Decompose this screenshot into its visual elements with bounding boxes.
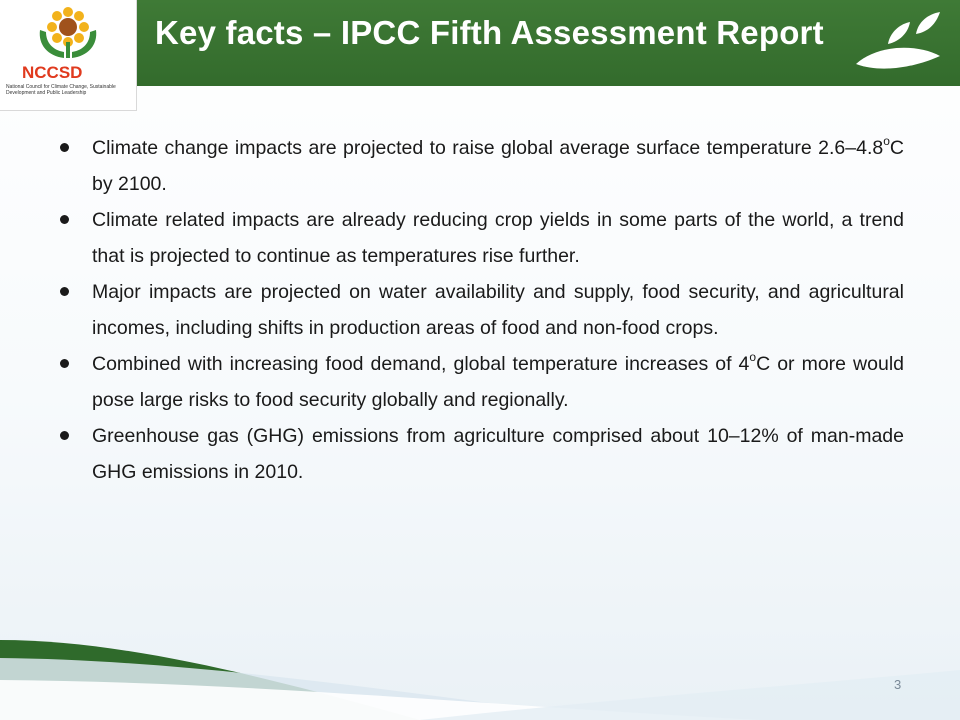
bullet-list: Climate change impacts are projected to … [56,130,904,490]
sunflower-hands-icon: NCCSD [22,7,97,82]
bullet-item: Climate change impacts are projected to … [56,130,904,202]
bottom-swoosh [0,640,960,720]
content-area: Climate change impacts are projected to … [56,130,904,490]
bullet-dot-icon [60,215,69,224]
bullet-dot-icon [60,431,69,440]
logo-text: NCCSD [22,63,82,82]
bullet-dot-icon [60,359,69,368]
bullet-item: Combined with increasing food demand, gl… [56,346,904,418]
page-number: 3 [894,677,902,692]
leaves-icon [856,12,940,69]
bullet-item: Climate related impacts are already redu… [56,202,904,274]
title-bar [0,0,960,86]
bullet-dot-icon [60,287,69,296]
bullet-dot-icon [60,143,69,152]
page-title: Key facts – IPCC Fifth Assessment Report [155,14,824,51]
logo-caption: National Council for Climate Change, Sus… [6,84,116,96]
logo: NCCSD National Council for Climate Chang… [0,0,137,111]
bullet-item: Greenhouse gas (GHG) emissions from agri… [56,418,904,490]
bullet-item: Major impacts are projected on water ava… [56,274,904,346]
